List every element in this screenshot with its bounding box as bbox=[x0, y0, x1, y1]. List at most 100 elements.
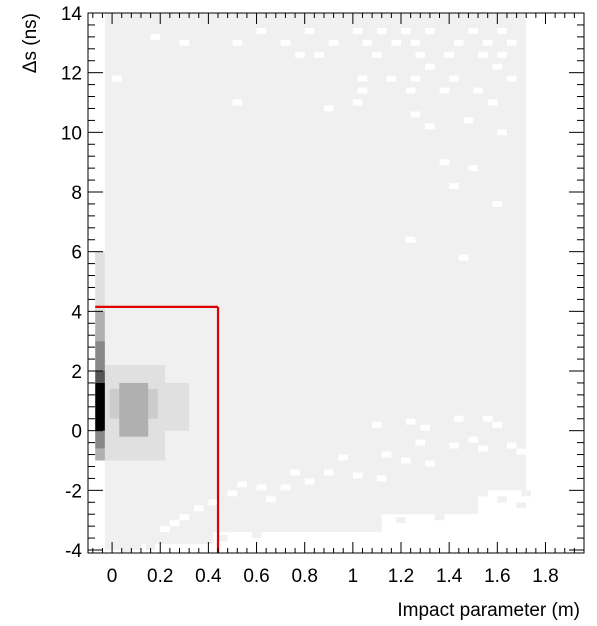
x-axis-title: Impact parameter (m) bbox=[397, 600, 580, 621]
y-axis-ticks: -4 -2 0 2 4 6 8 10 12 14 bbox=[61, 4, 584, 562]
empty-bin bbox=[179, 514, 190, 521]
empty-bin bbox=[449, 183, 459, 190]
empty-bin bbox=[338, 454, 349, 461]
empty-bin bbox=[386, 75, 397, 82]
empty-bin bbox=[208, 499, 219, 506]
heatmap-region bbox=[95, 371, 105, 383]
empty-bin bbox=[304, 478, 315, 485]
x-tick-label: 0 bbox=[107, 566, 118, 587]
heatmap-bin bbox=[434, 514, 445, 521]
empty-bin bbox=[372, 51, 382, 58]
heatmap-region bbox=[124, 388, 139, 419]
heatmap-bins bbox=[95, 13, 532, 553]
empty-bin bbox=[405, 87, 416, 94]
empty-bin bbox=[453, 415, 464, 422]
empty-bin bbox=[458, 254, 469, 261]
empty-bin bbox=[420, 424, 430, 431]
x-tick-label: 0.8 bbox=[291, 566, 317, 587]
empty-bin bbox=[381, 451, 392, 458]
empty-bin bbox=[362, 39, 373, 46]
x-tick-label: 1.2 bbox=[388, 566, 414, 587]
empty-bin bbox=[497, 51, 507, 58]
empty-bin bbox=[405, 236, 416, 243]
heatmap-region bbox=[95, 448, 105, 461]
selection-cut-lines bbox=[95, 305, 220, 553]
empty-bin bbox=[314, 51, 324, 58]
empty-bin bbox=[227, 490, 238, 497]
empty-bin bbox=[468, 27, 479, 34]
empty-bin bbox=[506, 75, 517, 82]
x-tick-label: 0.2 bbox=[147, 566, 173, 587]
empty-bin bbox=[439, 87, 450, 94]
empty-bin bbox=[410, 111, 421, 118]
empty-bin bbox=[401, 457, 411, 464]
empty-bin bbox=[468, 165, 479, 172]
y-tick-label: 2 bbox=[71, 362, 82, 383]
heatmap-region bbox=[104, 532, 214, 545]
empty-bin bbox=[376, 475, 387, 482]
heatmap-region bbox=[165, 382, 190, 431]
empty-bins bbox=[112, 27, 527, 533]
empty-bin bbox=[478, 51, 488, 58]
empty-bin bbox=[473, 87, 483, 94]
empty-bin bbox=[425, 123, 435, 130]
empty-bin bbox=[449, 442, 459, 449]
empty-bin bbox=[357, 75, 368, 82]
heatmap-bin bbox=[396, 517, 406, 524]
empty-bin bbox=[497, 129, 507, 136]
x-tick-label: 1.4 bbox=[436, 566, 463, 587]
empty-bin bbox=[280, 39, 291, 46]
heatmap-bin bbox=[516, 502, 527, 509]
heatmap-bin bbox=[121, 547, 132, 553]
y-tick-label: -4 bbox=[65, 541, 82, 562]
empty-bin bbox=[401, 27, 411, 34]
empty-bin bbox=[425, 27, 435, 34]
empty-bin bbox=[357, 87, 368, 94]
empty-bin bbox=[482, 39, 493, 46]
heatmap-region bbox=[95, 251, 105, 312]
empty-bin bbox=[323, 469, 334, 476]
empty-bin bbox=[425, 63, 435, 70]
x-axis-ticks: 0 0.2 0.4 0.6 0.8 1 1.2 1.4 1.6 1.8 bbox=[92, 13, 585, 587]
empty-bin bbox=[506, 39, 517, 46]
empty-bin bbox=[405, 418, 416, 425]
empty-bin bbox=[295, 51, 305, 58]
plot-frame bbox=[87, 12, 585, 554]
heatmap-region bbox=[95, 341, 105, 372]
empty-bin bbox=[439, 159, 450, 166]
empty-bin bbox=[328, 39, 339, 46]
y-tick-label: 0 bbox=[71, 422, 82, 443]
empty-bin bbox=[352, 472, 363, 479]
heatmap-region bbox=[104, 514, 382, 533]
empty-bin bbox=[415, 439, 426, 446]
empty-bin bbox=[372, 421, 382, 428]
empty-bin bbox=[352, 27, 363, 34]
empty-bin bbox=[506, 442, 517, 449]
heatmap-region bbox=[95, 382, 105, 431]
empty-bin bbox=[256, 484, 267, 491]
x-tick-label: 0.6 bbox=[243, 566, 269, 587]
empty-bin bbox=[266, 496, 276, 503]
empty-bin bbox=[169, 520, 180, 527]
empty-bin bbox=[463, 117, 474, 124]
y-tick-label: 10 bbox=[61, 123, 82, 144]
empty-bin bbox=[232, 39, 243, 46]
empty-bin bbox=[492, 63, 503, 70]
empty-bin bbox=[112, 75, 122, 82]
empty-bin bbox=[497, 27, 507, 34]
empty-bin bbox=[376, 27, 387, 34]
heatmap-region bbox=[95, 311, 105, 342]
empty-bin bbox=[482, 415, 493, 422]
empty-bin bbox=[150, 33, 161, 40]
empty-bin bbox=[352, 99, 363, 106]
empty-bin bbox=[487, 99, 498, 106]
empty-bin bbox=[492, 421, 503, 428]
empty-bin bbox=[280, 484, 291, 491]
x-tick-label: 0.4 bbox=[195, 566, 222, 587]
empty-bin bbox=[415, 51, 426, 58]
heatmap-bin bbox=[145, 544, 156, 551]
empty-bin bbox=[323, 105, 334, 112]
empty-bin bbox=[193, 505, 204, 512]
empty-bin bbox=[425, 460, 435, 467]
